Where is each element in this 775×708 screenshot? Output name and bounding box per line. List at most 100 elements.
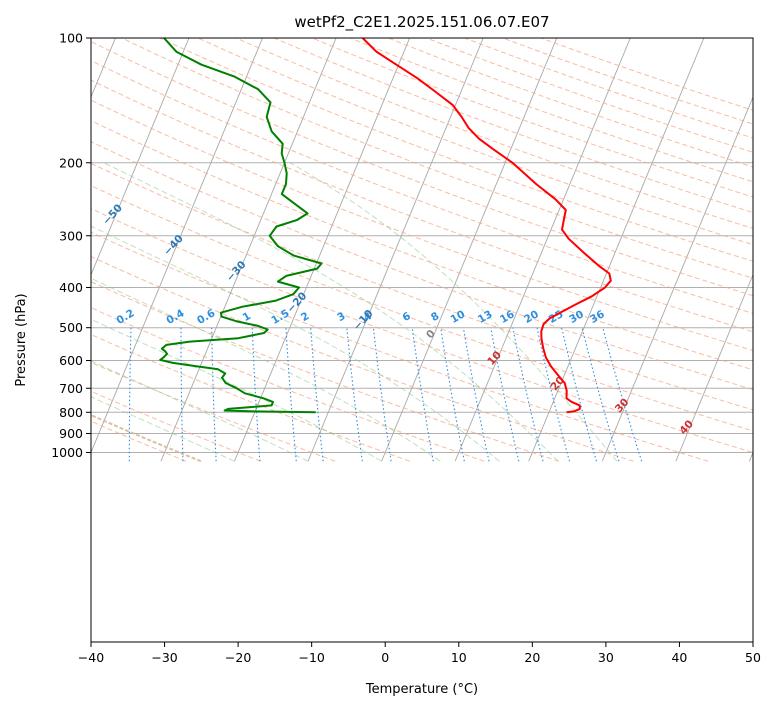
mixing-ratio-label: 0.6 xyxy=(195,307,217,327)
x-tick-label: −30 xyxy=(151,650,177,665)
x-tick-label: 10 xyxy=(451,650,467,665)
mixing-ratio-label: 13 xyxy=(476,308,495,326)
mixing-ratio-label: 3 xyxy=(335,310,347,324)
mixing-ratio-line xyxy=(440,327,465,462)
isotherm-line xyxy=(0,38,42,461)
y-tick-label: 200 xyxy=(59,155,83,170)
mixing-ratio-line xyxy=(372,327,392,462)
plot-frame xyxy=(90,37,754,643)
dry-adiabat xyxy=(91,99,753,352)
isotherm-label: −60 xyxy=(40,169,65,194)
mixing-ratio-line xyxy=(128,327,132,462)
x-tick-label: 0 xyxy=(381,650,389,665)
dry-adiabat xyxy=(464,38,753,139)
dry-adiabat xyxy=(197,38,753,246)
isotherm-line xyxy=(91,38,263,454)
dry-adiabat xyxy=(502,38,753,125)
mixing-ratio-label: 2 xyxy=(299,310,311,324)
dry-adiabat xyxy=(91,120,753,371)
y-tick-label: 600 xyxy=(59,353,83,368)
dry-adiabat xyxy=(91,208,753,454)
mixing-ratio-line xyxy=(251,327,261,462)
mixing-ratio-label: 20 xyxy=(522,308,541,326)
mixing-ratio-line xyxy=(285,327,297,462)
mixing-ratio-line xyxy=(180,327,184,462)
dry-adiabat xyxy=(91,281,560,462)
mixing-ratio-line xyxy=(561,327,598,462)
isotherm-line xyxy=(601,95,753,462)
x-tick-label: 50 xyxy=(745,650,761,665)
y-tick-label: 400 xyxy=(59,280,83,295)
dry-adiabat xyxy=(91,79,753,333)
mixing-ratio-line xyxy=(581,327,620,462)
y-tick-label: 900 xyxy=(59,426,83,441)
isotherm-label: −50 xyxy=(100,202,125,227)
x-tick-label: −10 xyxy=(298,650,324,665)
y-axis-label: Pressure (hPa) xyxy=(14,293,29,386)
dewpoint-profile-line xyxy=(159,38,323,414)
dry-adiabat xyxy=(350,38,753,183)
mixing-ratio-label: 10 xyxy=(449,308,468,326)
mixing-ratio-line xyxy=(411,327,434,462)
isotherm-line xyxy=(307,38,484,462)
dry-adiabat xyxy=(91,41,753,297)
moist-adiabat xyxy=(91,360,309,462)
isotherm-line xyxy=(675,273,753,462)
y-tick-label: 1000 xyxy=(51,445,83,460)
moist-adiabat xyxy=(91,396,235,462)
y-tick-label: 700 xyxy=(59,381,83,396)
mixing-ratio-line xyxy=(211,327,217,462)
mixing-ratio-line xyxy=(462,327,490,462)
dry-adiabat xyxy=(91,185,753,432)
x-tick-label: −40 xyxy=(78,650,104,665)
moist-adiabat xyxy=(289,162,618,462)
y-tick-label: 800 xyxy=(59,405,83,420)
x-axis-label: Temperature (°C) xyxy=(365,682,478,697)
y-tick-label: 300 xyxy=(59,228,83,243)
x-tick-label: 30 xyxy=(598,650,614,665)
dry-adiabat xyxy=(91,420,187,462)
dry-adiabat xyxy=(426,38,753,153)
dry-adiabat xyxy=(91,60,753,315)
mixing-ratio-label: 16 xyxy=(498,308,517,326)
isotherm-line xyxy=(234,38,411,462)
dry-adiabat xyxy=(91,333,410,462)
isotherm-line xyxy=(381,38,558,462)
mixing-ratio-line xyxy=(512,327,544,462)
isotherm-label: −40 xyxy=(161,233,186,258)
mixing-ratio-label: 6 xyxy=(401,310,413,324)
isotherm-line xyxy=(160,38,337,462)
mixing-ratio-line xyxy=(602,327,643,462)
dry-adiabat xyxy=(273,38,753,214)
dry-adiabat xyxy=(91,141,753,391)
mixing-ratio-label: 0.2 xyxy=(114,307,136,327)
dry-adiabat xyxy=(235,38,753,229)
isotherm-label: −70 xyxy=(0,129,8,154)
inline-labels: 0.10.20.40.611.52346810131620253036−100−… xyxy=(0,129,696,437)
dry-adiabat xyxy=(91,162,753,411)
mixing-ratio-line xyxy=(310,327,324,462)
dry-adiabat xyxy=(91,231,709,462)
x-axis: −40 −30 −20 −10 0 10 20 30 40 50 xyxy=(78,642,761,665)
dry-adiabat xyxy=(540,38,753,111)
y-axis: 100 200 300 400 500 600 700 800 900 1000 xyxy=(51,31,91,460)
isotherm-line xyxy=(91,38,190,276)
x-tick-label: −20 xyxy=(225,650,251,665)
isotherm-line xyxy=(91,38,116,99)
dry-adiabat xyxy=(91,307,485,462)
isotherm-label: 40 xyxy=(677,418,696,437)
isotherm-label: −30 xyxy=(224,259,249,284)
dry-adiabat xyxy=(159,38,753,262)
x-tick-label: 40 xyxy=(671,650,687,665)
mixing-ratio-line xyxy=(536,327,571,462)
mixing-ratio-label: 0.4 xyxy=(164,307,186,327)
isotherm-label: 10 xyxy=(485,349,504,368)
isotherm-line xyxy=(454,38,631,462)
dry-adiabat xyxy=(91,255,634,462)
moist-adiabat xyxy=(103,162,559,462)
mixing-ratio-line xyxy=(490,327,520,462)
chart-title: wetPf2_C2E1.2025.151.06.07.E07 xyxy=(294,13,549,32)
temperature-profile-line xyxy=(361,38,612,414)
mixing-ratio-line xyxy=(346,327,363,462)
